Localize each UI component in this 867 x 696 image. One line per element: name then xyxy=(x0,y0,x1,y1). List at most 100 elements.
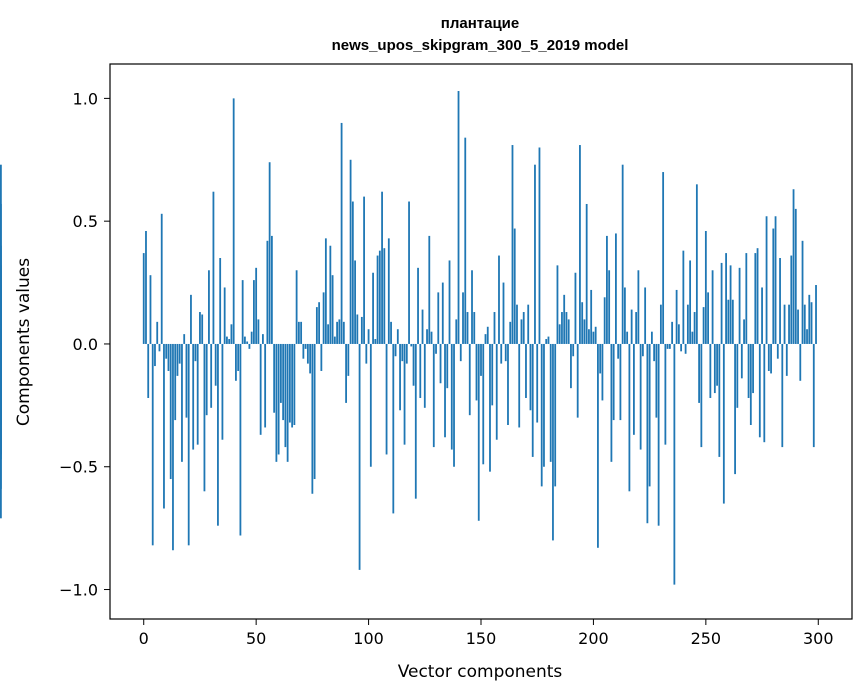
bar-14 xyxy=(174,343,177,421)
bar-130 xyxy=(435,343,437,354)
bar-231 xyxy=(662,172,665,344)
bar-219 xyxy=(635,312,638,344)
bar-7 xyxy=(158,343,161,352)
bar-280 xyxy=(772,228,775,344)
x-tick-label: 50 xyxy=(246,629,266,648)
bar-134 xyxy=(444,343,446,438)
x-tick-label: 150 xyxy=(466,629,497,648)
bar-242 xyxy=(686,304,689,344)
bar-286 xyxy=(785,343,788,376)
bar-141 xyxy=(459,343,462,362)
bar-277 xyxy=(765,216,768,344)
bar-154 xyxy=(489,343,491,472)
bar-250 xyxy=(704,230,707,344)
bar-103 xyxy=(374,339,377,344)
bar-133 xyxy=(441,282,444,344)
bar-257 xyxy=(720,262,723,344)
bar-76 xyxy=(313,343,316,480)
bar-268 xyxy=(745,253,748,344)
bar-238 xyxy=(677,324,680,344)
bar-173 xyxy=(531,343,534,457)
bar-72 xyxy=(304,343,307,349)
bar-258 xyxy=(722,343,725,504)
y-axis-ticks: 1.0 0.5 0.0 −0.5 −1.0 xyxy=(59,89,110,600)
bar-117 xyxy=(405,343,408,364)
bar-152 xyxy=(484,334,487,344)
bar-281 xyxy=(774,216,777,344)
bar-186 xyxy=(561,312,563,344)
bar-149 xyxy=(477,343,480,521)
bar-63 xyxy=(284,343,287,448)
bar-0 xyxy=(142,253,145,344)
bar-66 xyxy=(291,343,294,428)
bar-270 xyxy=(749,343,752,425)
bar-91 xyxy=(347,343,350,376)
bar-140 xyxy=(457,91,460,344)
y-axis-label: Components values xyxy=(14,258,34,426)
bar-215 xyxy=(626,331,629,344)
bar-247 xyxy=(698,343,700,403)
bar-80 xyxy=(322,292,325,344)
bar-126 xyxy=(426,329,428,344)
bar-144 xyxy=(466,312,469,344)
bar-65 xyxy=(288,343,291,423)
bar-36 xyxy=(223,287,226,344)
x-axis-label: Vector components xyxy=(398,662,563,682)
y-tick-label: 0.5 xyxy=(73,212,98,231)
bar-88 xyxy=(340,122,343,344)
bar-293 xyxy=(801,240,804,344)
bar-274 xyxy=(758,343,761,438)
bar-218 xyxy=(633,343,635,435)
bar-248 xyxy=(700,343,703,448)
bar-108 xyxy=(385,343,388,455)
bar-85 xyxy=(333,336,336,344)
bar-155 xyxy=(491,343,494,406)
bar-49 xyxy=(253,280,255,344)
bar-259 xyxy=(725,253,727,344)
bar-226 xyxy=(650,331,653,344)
bar-243 xyxy=(689,260,692,344)
bar-296 xyxy=(808,294,811,344)
bar-84 xyxy=(331,275,334,344)
bar-212 xyxy=(619,343,622,421)
bar-196 xyxy=(583,319,586,344)
bar-295 xyxy=(806,329,808,344)
bar-105 xyxy=(378,250,381,344)
bar-53 xyxy=(262,334,264,344)
bar-3 xyxy=(149,275,152,344)
bar-172 xyxy=(529,343,532,411)
bar-252 xyxy=(709,343,712,398)
bar-156 xyxy=(493,312,496,344)
bar-284 xyxy=(781,343,784,448)
y-tick-label: −0.5 xyxy=(59,458,98,477)
bar-93 xyxy=(351,201,354,344)
bar-264 xyxy=(736,343,739,408)
x-tick-label: 0 xyxy=(139,629,149,648)
bar-241 xyxy=(684,343,687,354)
bar-171 xyxy=(527,304,530,344)
bar-216 xyxy=(628,343,631,492)
bar-266 xyxy=(740,343,743,379)
bar-227 xyxy=(653,343,656,362)
bar-239 xyxy=(680,343,683,352)
x-tick-label: 250 xyxy=(691,629,722,648)
bar-75 xyxy=(311,343,314,494)
bar-57 xyxy=(270,235,273,344)
bar-71 xyxy=(302,343,305,359)
bar-142 xyxy=(462,292,464,344)
bar-86 xyxy=(336,321,338,344)
bar-5 xyxy=(154,343,156,367)
bar-73 xyxy=(306,343,309,364)
bar-119 xyxy=(410,343,413,347)
bar-158 xyxy=(498,255,500,344)
bar-27 xyxy=(203,343,206,492)
bar-206 xyxy=(606,235,608,344)
bar-23 xyxy=(194,343,197,362)
bar-78 xyxy=(318,302,321,344)
bar-19 xyxy=(185,343,188,418)
bar-70 xyxy=(300,321,303,344)
bar-237 xyxy=(675,289,678,344)
bar-38 xyxy=(228,339,231,344)
bar-174 xyxy=(534,164,536,344)
